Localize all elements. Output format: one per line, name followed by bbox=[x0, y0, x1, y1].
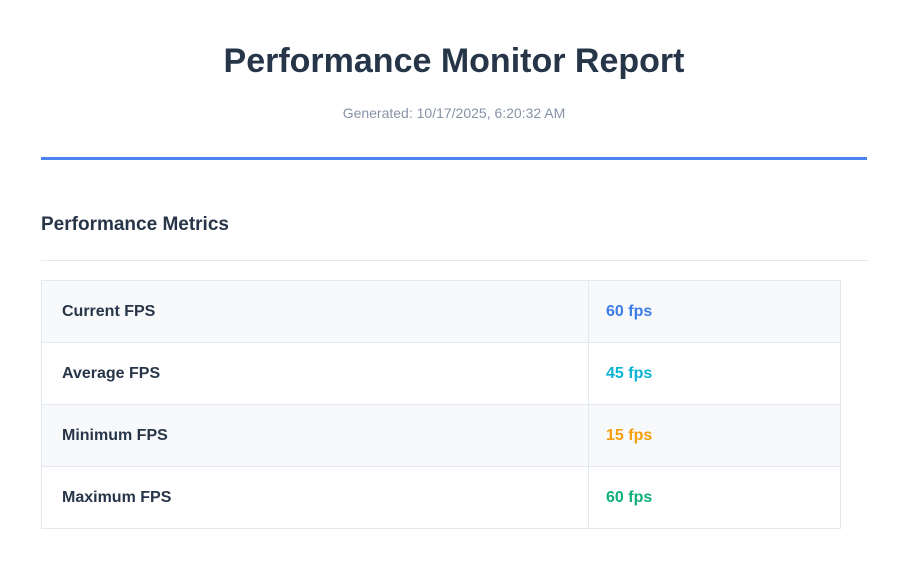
table-row: Average FPS 45 fps bbox=[41, 342, 841, 405]
section-heading: Performance Metrics bbox=[41, 214, 867, 261]
report-title: Performance Monitor Report bbox=[223, 42, 685, 80]
metric-label: Minimum FPS bbox=[62, 426, 168, 444]
performance-metrics-section: Performance Metrics Current FPS 60 fps A… bbox=[41, 214, 867, 529]
metric-label: Average FPS bbox=[62, 364, 161, 382]
metric-label: Maximum FPS bbox=[62, 488, 172, 506]
metric-value: 45 fps bbox=[588, 342, 841, 405]
metrics-table-body: Current FPS 60 fps Average FPS 45 fps Mi… bbox=[41, 280, 841, 529]
metric-value: 15 fps bbox=[588, 404, 841, 467]
table-row: Maximum FPS 60 fps bbox=[41, 466, 841, 529]
report-page: Performance Monitor Report Generated: 10… bbox=[41, 0, 867, 529]
metric-label: Current FPS bbox=[62, 302, 156, 320]
table-row: Minimum FPS 15 fps bbox=[41, 404, 841, 467]
table-row: Current FPS 60 fps bbox=[41, 280, 841, 343]
report-header: Performance Monitor Report Generated: 10… bbox=[41, 0, 867, 160]
metrics-table: Current FPS 60 fps Average FPS 45 fps Mi… bbox=[41, 280, 841, 529]
report-generated-timestamp: Generated: 10/17/2025, 6:20:32 AM bbox=[342, 105, 566, 121]
metric-value: 60 fps bbox=[588, 280, 841, 343]
metric-value: 60 fps bbox=[588, 466, 841, 529]
